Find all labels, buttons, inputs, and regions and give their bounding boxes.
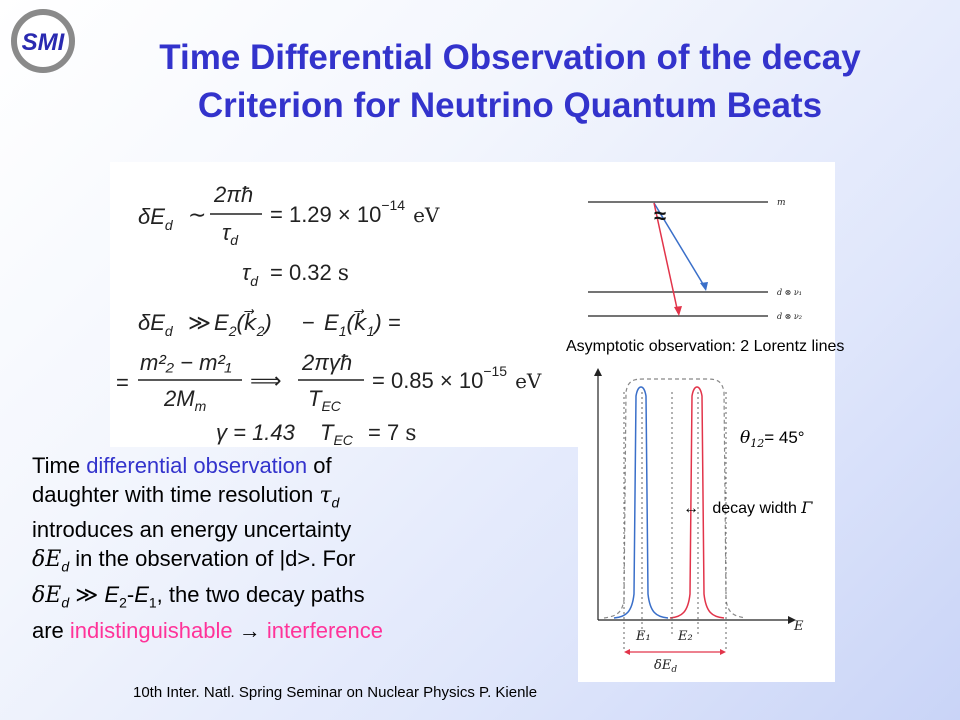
transition-red: [653, 202, 679, 314]
smi-logo: SMI: [11, 9, 75, 73]
label-delta-e: δEd: [654, 658, 677, 675]
footer-text: 10th Inter. Natl. Spring Seminar on Nucl…: [133, 684, 538, 701]
body-line-4: δEd in the observation of |d>. For: [32, 545, 356, 575]
label-m: m: [777, 198, 786, 208]
svg-text:τd: τd: [242, 260, 259, 289]
formula-energy-uncertainty: δEd ∼ 2πħ τd = 1.29 × 10−14 eV: [138, 182, 440, 248]
svg-text:⟹: ⟹: [250, 368, 282, 393]
svg-text:τd: τd: [222, 220, 239, 248]
mixing-angle-label: θ12= 45°: [740, 428, 805, 451]
formula-time-resolution: τd = 0.32 s: [242, 260, 349, 289]
svg-text:≫: ≫: [188, 310, 211, 335]
logo-text: SMI: [22, 29, 66, 56]
lorentz-caption: Asymptotic observation: 2 Lorentz lines: [566, 338, 845, 355]
title-line-1: Time Differential Observation of the dec…: [159, 38, 861, 77]
body-line-3: introduces an energy uncertainty: [32, 517, 352, 543]
explanation-text: Time differential observation of daughte…: [32, 452, 552, 645]
transition-blue: [653, 202, 707, 290]
title-line-2: Criterion for Neutrino Quantum Beats: [197, 86, 823, 125]
svg-text:2πħ: 2πħ: [213, 182, 253, 207]
svg-text:γ = 1.43: γ = 1.43: [216, 420, 296, 445]
svg-text:∼: ∼: [188, 202, 206, 227]
svg-text:E1(k⃗1) =: E1(k⃗1) =: [324, 309, 401, 339]
label-e2: E₂: [677, 629, 693, 644]
svg-text:2Mm: 2Mm: [163, 386, 207, 414]
label-d-nu1: d ⊗ ν₁: [777, 288, 802, 297]
svg-text:−: −: [302, 310, 315, 335]
x-axis-label: E: [793, 619, 804, 634]
level-diagram: m d ⊗ ν₁ d ⊗ ν₂ ≈: [578, 165, 835, 335]
svg-text:m²₂ − m²₁: m²₂ − m²₁: [140, 350, 232, 375]
svg-text:= 0.32s: = 0.32 s: [270, 260, 349, 286]
lorentz-line-blue: [613, 386, 669, 619]
svg-text:TEC: TEC: [320, 420, 354, 447]
body-line-6: are indistinguishable → interference: [32, 617, 384, 643]
svg-text:δEd: δEd: [138, 204, 174, 233]
body-line-1: Time differential observation of: [32, 453, 332, 478]
label-d-nu2: d ⊗ ν₂: [777, 312, 802, 321]
svg-text:=: =: [116, 370, 129, 395]
lorentz-line-red: [669, 386, 725, 619]
double-arrow-icon: ↔: [683, 500, 699, 517]
label-e1: E₁: [635, 629, 651, 644]
svg-text:TEC: TEC: [308, 386, 342, 414]
formula-mass-difference: = m²₂ − m²₁ 2Mm ⟹ 2πγħ TEC = 0.85 × 10−1…: [116, 350, 542, 414]
body-line-5: δEd ≫ E2-E1, the two decay paths: [32, 581, 365, 611]
svg-text:δEd: δEd: [138, 310, 174, 339]
approx-symbol: ≈: [654, 203, 666, 228]
decay-width-label: ↔ decay width Γ: [683, 498, 813, 517]
svg-text:= 7s: = 7s: [368, 420, 417, 446]
formula-condition: δEd ≫ E2(k⃗2) − E1(k⃗1) =: [138, 309, 401, 339]
svg-text:2πγħ: 2πγħ: [301, 350, 352, 375]
lorentz-plot: E E₁ E₂ δEd: [578, 362, 835, 682]
svg-text:E2(k⃗2): E2(k⃗2): [214, 309, 272, 339]
body-line-2: daughter with time resolution τd: [32, 481, 340, 510]
envelope-curve: [603, 378, 747, 619]
